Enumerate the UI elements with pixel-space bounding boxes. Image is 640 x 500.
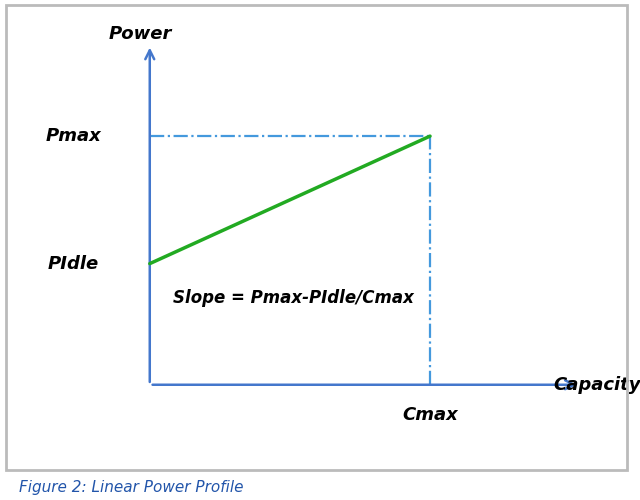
Text: Capacity: Capacity (554, 376, 640, 394)
Text: Figure 2: Linear Power Profile: Figure 2: Linear Power Profile (19, 480, 244, 495)
Text: Power: Power (109, 24, 172, 42)
Text: PIdle: PIdle (47, 254, 99, 272)
Text: Cmax: Cmax (402, 406, 458, 423)
Text: Pmax: Pmax (45, 127, 101, 145)
Text: Slope = Pmax-PIdle/Cmax: Slope = Pmax-PIdle/Cmax (173, 289, 414, 307)
